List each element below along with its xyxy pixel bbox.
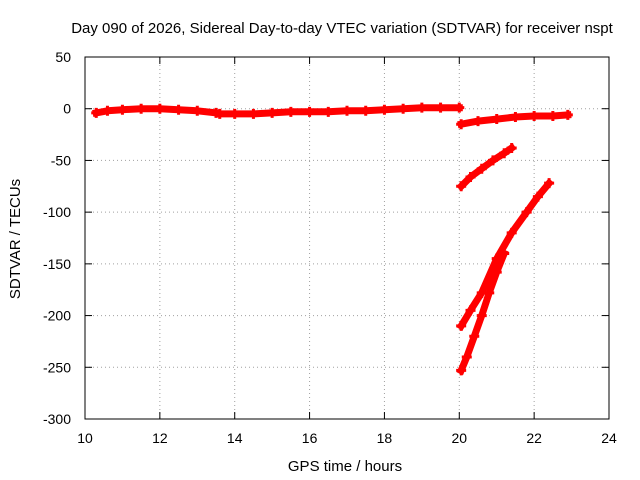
data-point xyxy=(323,106,334,117)
data-point xyxy=(360,105,371,116)
data-point xyxy=(544,178,555,189)
x-tick-label: 24 xyxy=(601,430,617,446)
x-tick-label: 16 xyxy=(302,430,318,446)
data-point xyxy=(521,207,532,218)
data-point xyxy=(529,110,540,121)
data-point xyxy=(173,104,184,115)
y-tick-label: -300 xyxy=(43,411,71,427)
x-tick-label: 12 xyxy=(152,430,168,446)
data-point xyxy=(285,106,296,117)
data-point xyxy=(547,110,558,121)
data-point xyxy=(214,108,225,119)
data-point xyxy=(473,116,483,127)
data-point xyxy=(484,287,495,298)
data-point xyxy=(379,104,390,115)
data-point xyxy=(229,108,240,119)
x-tick-label: 22 xyxy=(526,430,542,446)
data-point xyxy=(510,111,521,122)
x-tick-label: 10 xyxy=(77,430,93,446)
y-tick-label: -250 xyxy=(43,359,71,375)
data-point xyxy=(416,102,427,113)
y-tick-label: -150 xyxy=(43,256,71,272)
data-point xyxy=(304,106,315,117)
data-point xyxy=(487,155,498,166)
data-point xyxy=(456,320,467,331)
data-point xyxy=(562,109,573,120)
x-tick-label: 20 xyxy=(451,430,467,446)
plot-frame xyxy=(84,56,610,420)
y-tick-label: 0 xyxy=(63,101,71,117)
data-point xyxy=(456,365,467,376)
y-tick-label: -200 xyxy=(43,308,71,324)
data-point xyxy=(491,114,502,125)
data-point xyxy=(192,105,203,116)
data-point xyxy=(499,148,510,159)
data-point xyxy=(398,103,409,114)
y-tick-label: 50 xyxy=(55,49,71,65)
data-point xyxy=(136,103,147,114)
data-point xyxy=(476,310,487,321)
data-point xyxy=(506,227,517,238)
data-point xyxy=(506,143,517,154)
chart-title: Day 090 of 2026, Sidereal Day-to-day VTE… xyxy=(71,20,613,37)
x-axis-title: GPS time / hours xyxy=(288,458,402,475)
data-point xyxy=(102,105,113,116)
data-point xyxy=(267,107,278,118)
data-point xyxy=(454,102,465,113)
axis-ticks: 10 12 14 16 18 20 22 24 50 0 -50 -100 -150 -200 -250 -3… xyxy=(43,49,617,446)
data-point xyxy=(456,181,467,192)
data-point xyxy=(248,108,259,119)
x-tick-label: 18 xyxy=(377,430,393,446)
y-tick-label: -50 xyxy=(51,152,71,168)
x-tick-label: 14 xyxy=(227,430,243,446)
data-point xyxy=(476,163,487,174)
data-point xyxy=(465,305,476,316)
data-point xyxy=(465,171,476,182)
data-point xyxy=(154,103,165,114)
data-point xyxy=(461,351,472,362)
data-point xyxy=(456,119,467,130)
data-point xyxy=(469,331,480,342)
y-tick-label: -100 xyxy=(43,204,71,220)
data-point xyxy=(91,107,102,118)
data-point xyxy=(435,102,446,113)
y-axis-title: SDTVAR / TECUs xyxy=(7,179,24,299)
data-point xyxy=(499,248,510,259)
data-series xyxy=(91,102,573,376)
series-arc-5 xyxy=(456,178,555,331)
data-point xyxy=(532,191,543,202)
data-point xyxy=(342,105,352,116)
data-point xyxy=(117,104,128,115)
data-point xyxy=(491,267,502,278)
